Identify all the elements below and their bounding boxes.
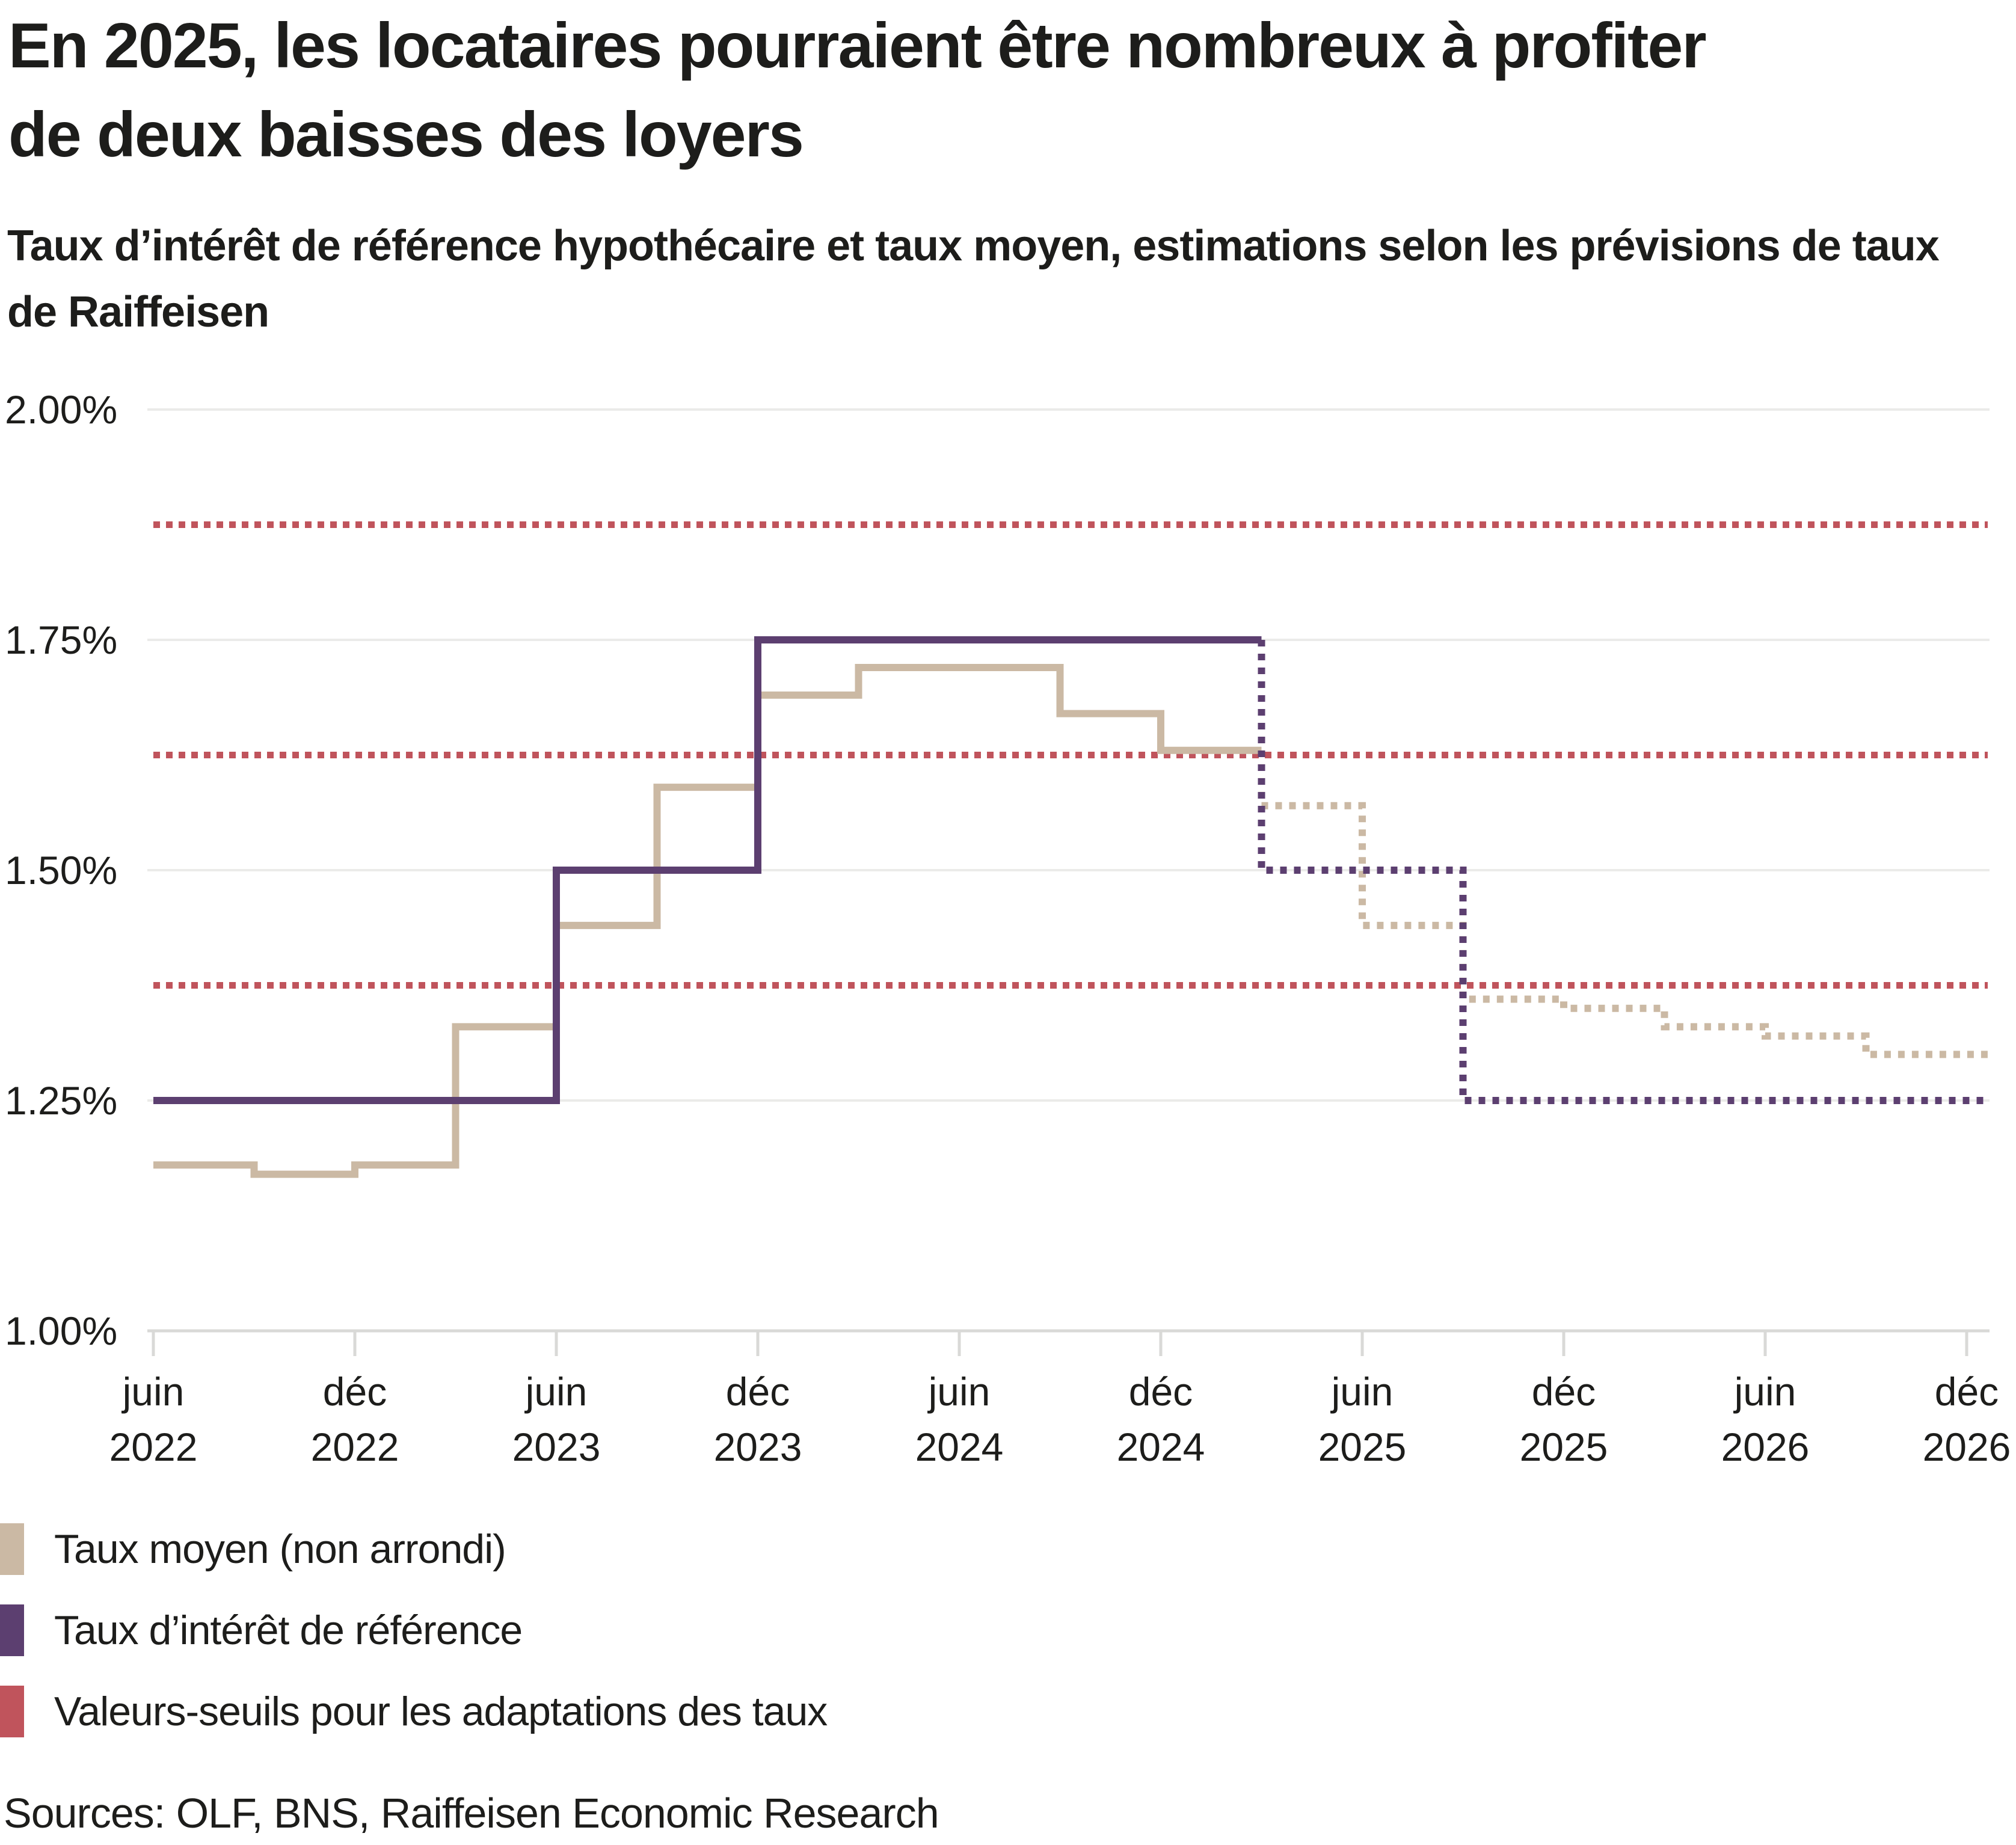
x-axis-label-month: juin <box>1733 1369 1796 1414</box>
x-axis-label-month: juin <box>524 1369 588 1414</box>
x-axis-label-year: 2025 <box>1318 1425 1407 1469</box>
x-axis-label-year: 2025 <box>1520 1425 1608 1469</box>
legend-item-valeurs-seuils: Valeurs-seuils pour les adaptations des … <box>0 1686 828 1737</box>
legend-label-valeurs-seuils: Valeurs-seuils pour les adaptations des … <box>54 1689 828 1734</box>
legend-item-taux-reference: Taux d’intérêt de référence <box>0 1604 827 1656</box>
x-axis-label-year: 2024 <box>915 1425 1004 1469</box>
x-axis-label-year: 2024 <box>1117 1425 1205 1469</box>
y-axis-label: 2.00% <box>5 387 117 432</box>
x-axis-label-year: 2022 <box>311 1425 399 1469</box>
x-axis-label-month: déc <box>323 1369 387 1414</box>
chart-legend: Taux moyen (non arrondi) Taux d’intérêt … <box>0 1523 828 1767</box>
x-axis-label-year: 2023 <box>512 1425 601 1469</box>
x-axis-label-month: juin <box>1330 1369 1394 1414</box>
x-axis-label-month: déc <box>726 1369 790 1414</box>
series-taux-moyen-forecast <box>1258 750 1988 1058</box>
y-axis-label: 1.50% <box>5 848 117 892</box>
x-axis-label-month: déc <box>1532 1369 1596 1414</box>
legend-label-taux-moyen: Taux moyen (non arrondi) <box>54 1526 506 1572</box>
x-axis-label-year: 2026 <box>1923 1425 2011 1469</box>
sources-text: Sources: OLF, BNS, Raiffeisen Economic R… <box>4 1790 939 1837</box>
legend-swatch-valeurs-seuils <box>0 1686 24 1737</box>
page-title-line-2: de deux baisses des loyers <box>8 99 804 170</box>
chart-subtitle-line-1: Taux d’intérêt de référence hypothécaire… <box>7 222 1940 270</box>
page-title: En 2025, les locataires pourraient être … <box>8 1 2011 179</box>
legend-item-taux-moyen: Taux moyen (non arrondi) <box>0 1523 827 1575</box>
page-title-line-1: En 2025, les locataires pourraient être … <box>8 10 1707 81</box>
x-axis-label-year: 2023 <box>714 1425 802 1469</box>
y-axis-label: 1.00% <box>5 1309 117 1353</box>
x-axis-label-year: 2026 <box>1721 1425 1810 1469</box>
x-axis-label-month: juin <box>121 1369 185 1414</box>
x-axis-label-month: juin <box>927 1369 991 1414</box>
series-taux-reference-forecast <box>1258 640 1988 1104</box>
series-taux-reference-solid <box>153 636 1262 1104</box>
legend-label-taux-reference: Taux d’intérêt de référence <box>54 1607 523 1653</box>
chart-subtitle-line-2: de Raiffeisen <box>7 288 269 336</box>
x-axis-label-year: 2022 <box>109 1425 198 1469</box>
x-axis-label-month: déc <box>1129 1369 1193 1414</box>
series-taux-moyen-solid <box>153 664 1262 1178</box>
x-axis-label-month: déc <box>1935 1369 1999 1414</box>
y-axis-label: 1.75% <box>5 618 117 662</box>
legend-swatch-taux-reference <box>0 1604 24 1656</box>
legend-swatch-taux-moyen <box>0 1523 24 1575</box>
chart-subtitle: Taux d’intérêt de référence hypothécaire… <box>7 213 2010 345</box>
y-axis-label: 1.25% <box>5 1078 117 1123</box>
